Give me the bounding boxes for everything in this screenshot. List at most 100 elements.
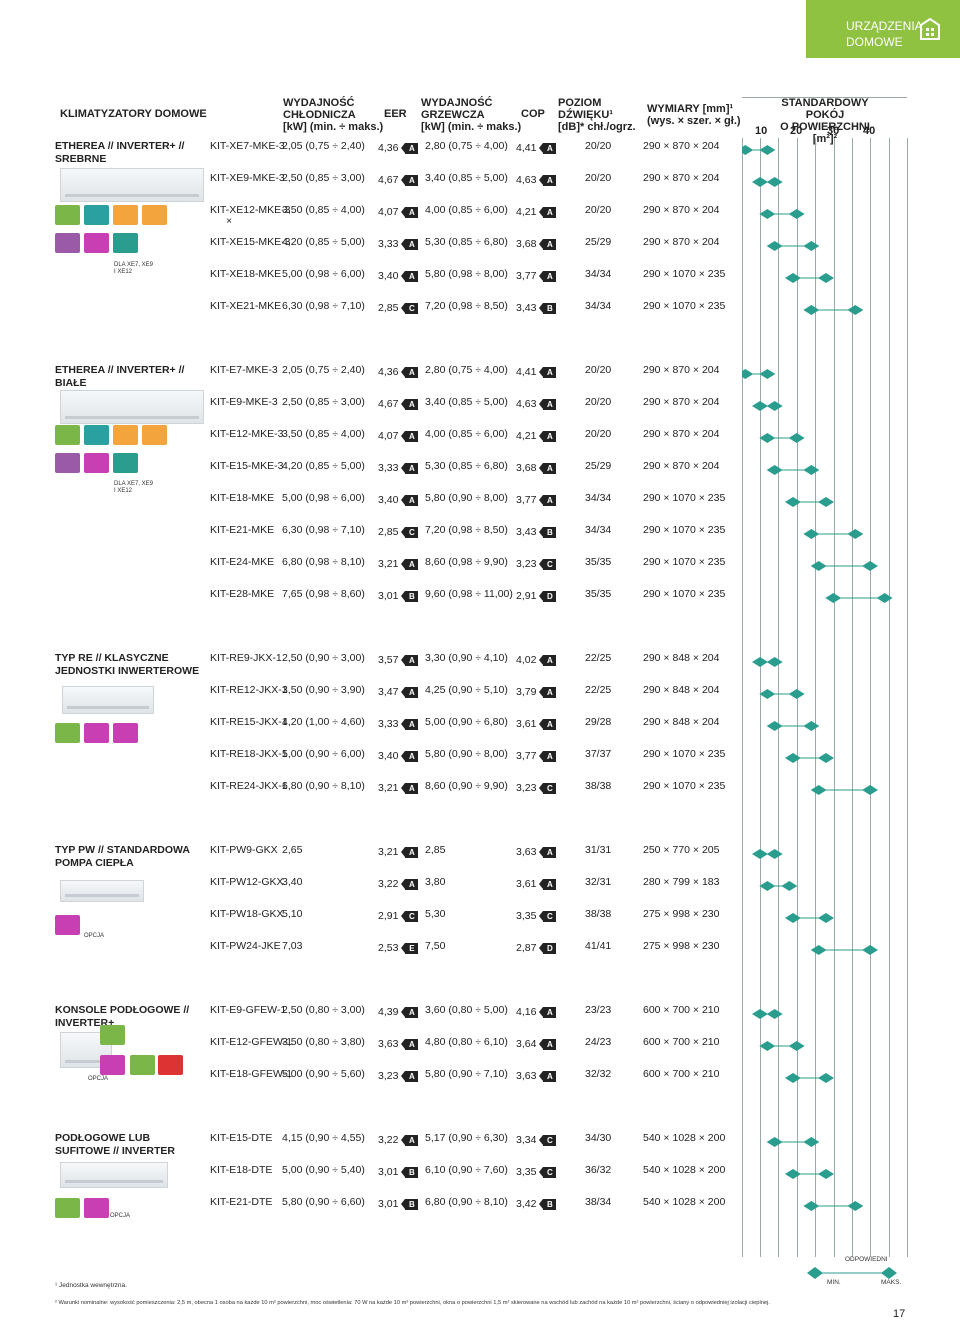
cop-value: 3,68: [516, 238, 537, 250]
energy-class-badge: A: [539, 751, 557, 762]
energy-class-fill: [543, 943, 557, 954]
energy-class-letter: B: [547, 304, 553, 313]
footnote-1: ¹ Jednostka wewnętrzna.: [55, 1282, 127, 1289]
room-size-range: [759, 433, 805, 443]
energy-class-letter: A: [547, 272, 553, 281]
energy-class-letter: A: [547, 1072, 553, 1081]
dimensions: 290 × 870 × 204: [643, 460, 720, 472]
energy-class-fill: [543, 783, 557, 794]
eer-value: 3,22: [378, 878, 399, 890]
noise-level: 20/20: [585, 172, 612, 184]
table-row: KIT-XE9-MKE-3 2,50 (0,85 ÷ 3,00) 4,67 A 3,40…: [0, 172, 742, 186]
eer-cell: 3,01 B: [378, 1166, 419, 1179]
cop-value: 3,34: [516, 1134, 537, 1146]
legend-max: MAKS.: [881, 1279, 902, 1286]
legend-range-icon: [807, 1267, 897, 1279]
energy-class-letter: B: [547, 528, 553, 537]
room-max-marker: [766, 177, 783, 187]
table-row: KIT-XE12-MKE-3 × 3,50 (0,85 ÷ 4,00) 4,07 A 4,…: [0, 204, 742, 227]
cooling-capacity: 4,20 (0,85 ÷ 5,00): [282, 460, 365, 472]
energy-class-arrow-icon: [401, 655, 406, 665]
room-max-marker: [818, 1073, 834, 1083]
unit-image: [60, 880, 144, 902]
eer-value: 3,01: [378, 1198, 399, 1210]
energy-class-letter: A: [409, 208, 415, 217]
dimensions: 290 × 870 × 204: [643, 428, 720, 440]
energy-class-letter: A: [409, 752, 415, 761]
cooling-capacity: 3,50 (0,80 ÷ 3,80): [282, 1036, 365, 1048]
table-row: KIT-E15-DTE 4,15 (0,90 ÷ 4,55) 3,22 A 5,17 (…: [0, 1132, 742, 1146]
energy-class-badge: A: [539, 367, 557, 378]
energy-class-letter: C: [409, 528, 415, 537]
eer-value: 4,36: [378, 366, 399, 378]
energy-class-letter: C: [409, 912, 415, 921]
room-min-marker: [752, 657, 768, 667]
cop-value: 3,43: [516, 302, 537, 314]
model-name: KIT-PW12-GKX: [210, 876, 284, 888]
energy-class-arrow-icon: [539, 495, 544, 505]
eer-cell: 4,36 A: [378, 366, 419, 379]
noise-header-line-3: [dB]* chł./ogrz.: [558, 121, 636, 133]
energy-class-fill: [543, 527, 557, 538]
energy-class-badge: E: [401, 943, 419, 954]
category-label: URZĄDZENIA DOMOWE: [846, 18, 923, 50]
eer-cell: 3,33 A: [378, 718, 419, 731]
feature-badge: [113, 723, 138, 743]
table-row: KIT-PW18-GKX 5,10 2,91 C 5,30 3,35 C 38/38 275 ×…: [0, 908, 742, 922]
cooling-capacity: 2,65: [282, 844, 303, 856]
dimensions: 290 × 870 × 204: [643, 204, 720, 216]
feature-badge: [130, 1055, 155, 1075]
room-size-range: [766, 1137, 820, 1147]
eer-value: 3,40: [378, 494, 399, 506]
eer-cell: 2,53 E: [378, 942, 419, 955]
cop-cell: 2,87 D: [516, 942, 557, 955]
cooling-capacity: 5,00 (0,98 ÷ 6,00): [282, 492, 365, 504]
heating-capacity: 2,80 (0,75 ÷ 4,00): [425, 364, 508, 376]
energy-class-fill: [405, 271, 419, 282]
model-name: KIT-RE9-JKX-1: [210, 652, 282, 664]
room-size-range: [742, 369, 776, 379]
cop-value: 3,77: [516, 750, 537, 762]
legend: ODPOWIEDNI MIN. MAKS.: [797, 1256, 905, 1286]
dimensions: 280 × 799 × 183: [643, 876, 720, 888]
energy-class-badge: A: [401, 847, 419, 858]
eer-value: 4,67: [378, 174, 399, 186]
feature-badge: [100, 1055, 125, 1075]
model-name: KIT-PW9-GKX: [210, 844, 278, 856]
energy-class-fill: [543, 1039, 557, 1050]
dimensions: 275 × 998 × 230: [643, 908, 720, 920]
energy-class-badge: C: [539, 559, 557, 570]
energy-class-arrow-icon: [539, 751, 544, 761]
room-max-marker: [876, 593, 893, 603]
model-name: KIT-E21-DTE: [210, 1196, 273, 1208]
model-name: KIT-E9-GFEW-1: [210, 1004, 287, 1016]
room-min-marker: [742, 369, 754, 379]
cop-cell: 3,64 A: [516, 1038, 557, 1051]
model-name: KIT-E28-MKE: [210, 588, 275, 600]
eer-cell: 3,40 A: [378, 270, 419, 283]
cop-cell: 3,68 A: [516, 238, 557, 251]
eer-value: 3,33: [378, 238, 399, 250]
energy-class-arrow-icon: [539, 1135, 544, 1145]
table-row: KIT-E9-MKE-3 2,50 (0,85 ÷ 3,00) 4,67 A 3,40 …: [0, 396, 742, 410]
unit-image-vent: [67, 706, 149, 709]
noise-level: 34/34: [585, 492, 612, 504]
room-min-marker: [803, 305, 820, 315]
energy-class-arrow-icon: [401, 751, 406, 761]
energy-class-fill: [405, 239, 419, 250]
room-size-range: [825, 593, 893, 603]
room-tick-10: 10: [755, 125, 768, 137]
energy-class-fill: [543, 207, 557, 218]
room-size-range: [759, 689, 805, 699]
heating-header-line-2: GRZEWCZA: [421, 109, 485, 121]
cooling-capacity: 2,50 (0,80 ÷ 3,00): [282, 1004, 365, 1016]
model-name: KIT-XE21-MKE: [210, 300, 282, 312]
energy-class-letter: A: [547, 464, 553, 473]
energy-class-arrow-icon: [539, 207, 544, 217]
model-name: KIT-PW18-GKX: [210, 908, 284, 920]
energy-class-fill: [405, 175, 419, 186]
room-max-marker: [788, 689, 805, 699]
energy-class-arrow-icon: [401, 687, 406, 697]
table-row: KIT-RE15-JKX-1 4,20 (1,00 ÷ 4,60) 3,33 A 5,0…: [0, 716, 742, 730]
dimensions: 290 × 1070 × 235: [643, 556, 726, 568]
